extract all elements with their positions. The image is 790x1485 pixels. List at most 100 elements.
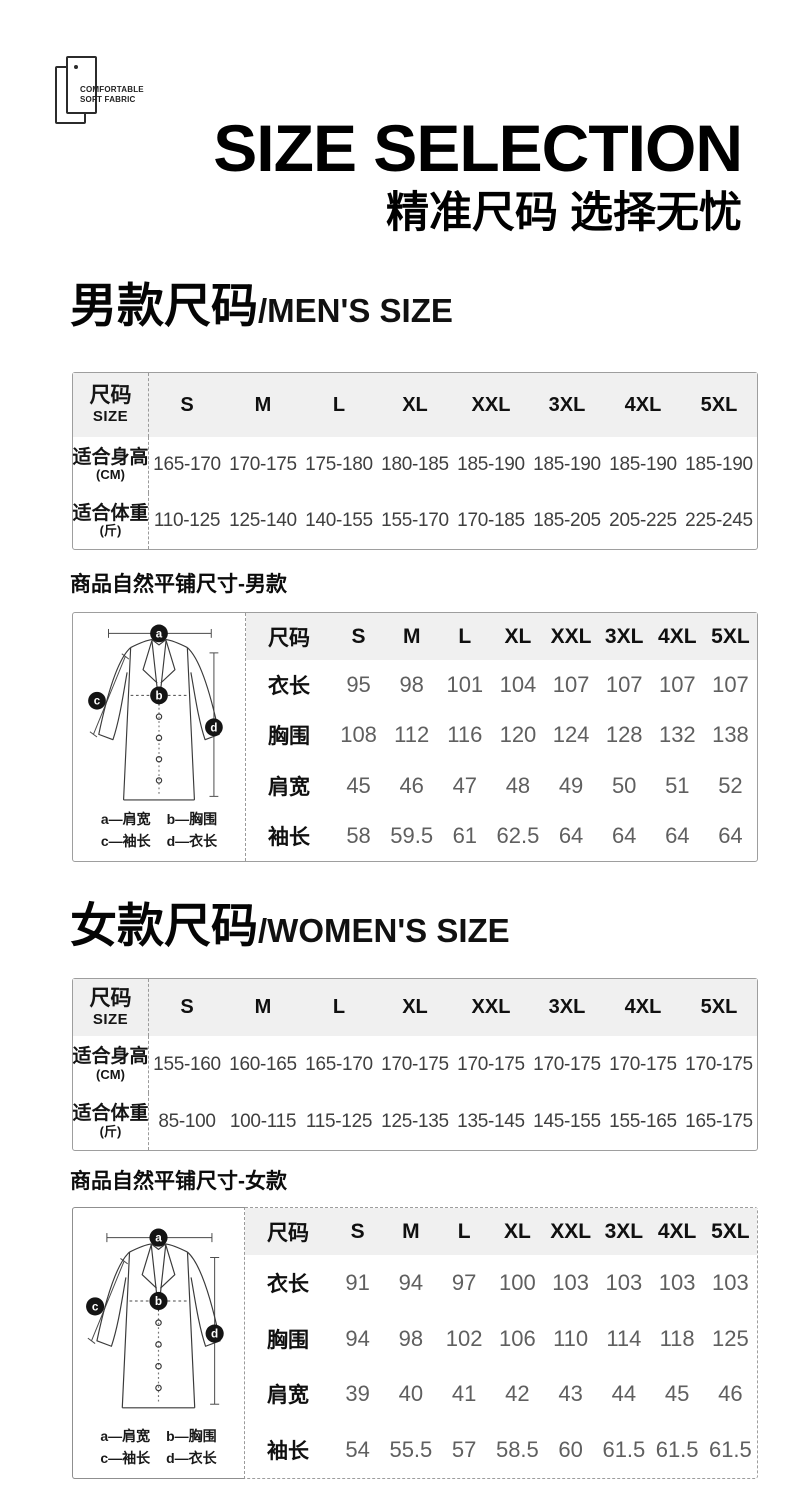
row-label: 衣长 [268,675,310,699]
table-cell: L [457,1219,471,1243]
mens-flat-data: 尺码 S M L XL XXL 3XL 4XL 5XL 衣长 95 98 101 104 107 107… [246,613,757,861]
size-corner-cell: 尺码 SIZE [73,979,149,1036]
table-cell: 155-165 [609,1110,677,1132]
table-cell: 205-225 [609,510,677,531]
table-cell: XL [402,996,428,1018]
table-cell: S [180,393,194,416]
svg-text:b: b [155,1295,162,1308]
table-cell: 102 [445,1325,483,1351]
legend-item: d—衣长 [166,833,218,849]
table-cell: 54 [345,1437,370,1463]
table-header-row: 尺码 S M L XL XXL 3XL 4XL 5XL [246,613,757,660]
size-corner-cell: 尺码 SIZE [73,373,149,437]
men-heading-zh: 男款尺码 [70,279,258,332]
table-cell: 114 [606,1325,642,1351]
svg-text:b: b [155,690,162,702]
table-cell: 110 [553,1325,589,1351]
corner-label: 尺码 [268,626,310,650]
table-cell: 60 [558,1437,583,1463]
row-cells: 95 98 101 104 107 107 107 107 [332,660,757,710]
table-cell: 5XL [711,1219,750,1243]
table-cell: L [332,996,346,1018]
table-row: 袖长 58 59.5 61 62.5 64 64 64 64 [246,811,757,861]
table-cell: 47 [452,772,478,798]
table-cell: L [458,624,472,648]
table-cell: 125 [712,1325,749,1351]
table-header-row: 尺码 SIZE S M L XL XXL 3XL 4XL 5XL [73,373,757,437]
table-cell: 43 [558,1381,583,1407]
table-cell: 165-170 [153,454,221,475]
table-cell: S [180,996,194,1018]
row-label: 适合体重 [72,1103,149,1125]
table-row: 肩宽 45 46 47 48 49 50 51 52 [246,761,757,811]
row-label: 袖长 [267,1440,309,1464]
corner-label-en: SIZE [92,408,129,426]
womens-flat-data: 尺码 S M L XL XXL 3XL 4XL 5XL 衣长 91 94 97 100 103 103 1… [245,1208,757,1478]
table-cell: XXL [471,393,511,416]
table-cell: 91 [345,1269,370,1295]
table-cell: XL [503,1219,531,1243]
table-cell: 62.5 [496,822,540,848]
corner-label-zh: 尺码 [89,986,132,1010]
row-label-cell: 适合身高 (CM) [73,1036,149,1093]
table-cell: 58.5 [495,1437,539,1463]
table-cell: 100 [499,1269,536,1295]
table-cell: 3XL [604,1219,644,1243]
coat-measurement-diagram-icon: a b c d [88,624,223,801]
table-cell: S [351,624,366,648]
table-row: 肩宽 39 40 41 42 43 44 45 46 [245,1367,757,1423]
table-cell: 132 [658,722,696,748]
row-label: 胸围 [267,1328,309,1352]
table-cell: 110-125 [153,510,221,531]
table-cell: 120 [499,722,537,748]
table-cell: XXL [471,996,511,1018]
table-cell: 98 [398,1325,424,1351]
row-cells: 58 59.5 61 62.5 64 64 64 64 [332,811,757,861]
table-row: 适合身高 (CM) 155-160 160-165 165-170 170-175 17… [73,1036,757,1093]
table-cell: 64 [718,822,743,848]
table-cell: 52 [718,772,743,798]
table-cell: 3XL [604,624,644,648]
table-cell: 85-100 [158,1110,216,1132]
table-cell: 107 [712,672,749,698]
table-cell: 58 [346,822,371,848]
table-cell: M [402,624,421,648]
table-cell: M [402,1219,420,1243]
table-cell: 59.5 [390,822,434,848]
fabric-badge: COMFORTABLE SOFT FABRIC [55,52,195,132]
table-cell: 170-175 [229,454,297,475]
table-cell: 140-155 [305,510,373,531]
table-cell: 46 [718,1381,743,1407]
row-cells: 54 55.5 57 58.5 60 61.5 61.5 61.5 [331,1422,757,1478]
table-cell: 107 [552,672,590,698]
womens-fit-table: 尺码 SIZE S M L XL XXL 3XL 4XL 5XL 适合身高 (CM) 155-… [72,978,758,1151]
table-cell: 4XL [624,393,662,416]
size-header-cells: S M L XL XXL 3XL 4XL 5XL [149,979,757,1036]
table-cell: 42 [505,1381,530,1407]
table-cell: 5XL [700,393,738,416]
table-cell: 185-190 [685,454,753,475]
table-cell: 50 [611,772,637,798]
table-cell: L [332,393,346,416]
svg-text:c: c [92,1300,99,1313]
badge-line1: COMFORTABLE [80,85,144,94]
table-cell: 160-165 [229,1053,297,1075]
table-row: 适合体重 (斤) 110-125 125-140 140-155 155-170 170… [73,493,757,549]
table-cell: 170-175 [381,1053,449,1075]
table-cell: 55.5 [389,1437,433,1463]
table-cell: 100-115 [229,1110,297,1132]
womens-flat-table: a b c d a—肩宽 b—胸围 c—袖长 d—衣长 尺码 S M L XL XXL 3… [72,1207,758,1479]
table-cell: 3XL [548,393,586,416]
table-cell: 112 [394,722,430,748]
badge-card-front [66,56,97,114]
table-cell: 97 [451,1269,477,1295]
row-cells: 85-100 100-115 115-125 125-135 135-145 145-15… [149,1093,757,1150]
row-cells: 94 98 102 106 110 114 118 125 [331,1311,757,1367]
table-cell: 225-245 [685,510,753,531]
table-cell: 64 [611,822,637,848]
garment-diagram: a b c d a—肩宽 b—胸围 c—袖长 d—衣长 [72,1207,245,1479]
row-unit: (斤) [99,523,122,539]
row-label: 胸围 [268,725,310,749]
row-label: 适合身高 [72,1046,149,1068]
section-heading-men: 男款尺码 /MEN'S SIZE [70,278,790,334]
